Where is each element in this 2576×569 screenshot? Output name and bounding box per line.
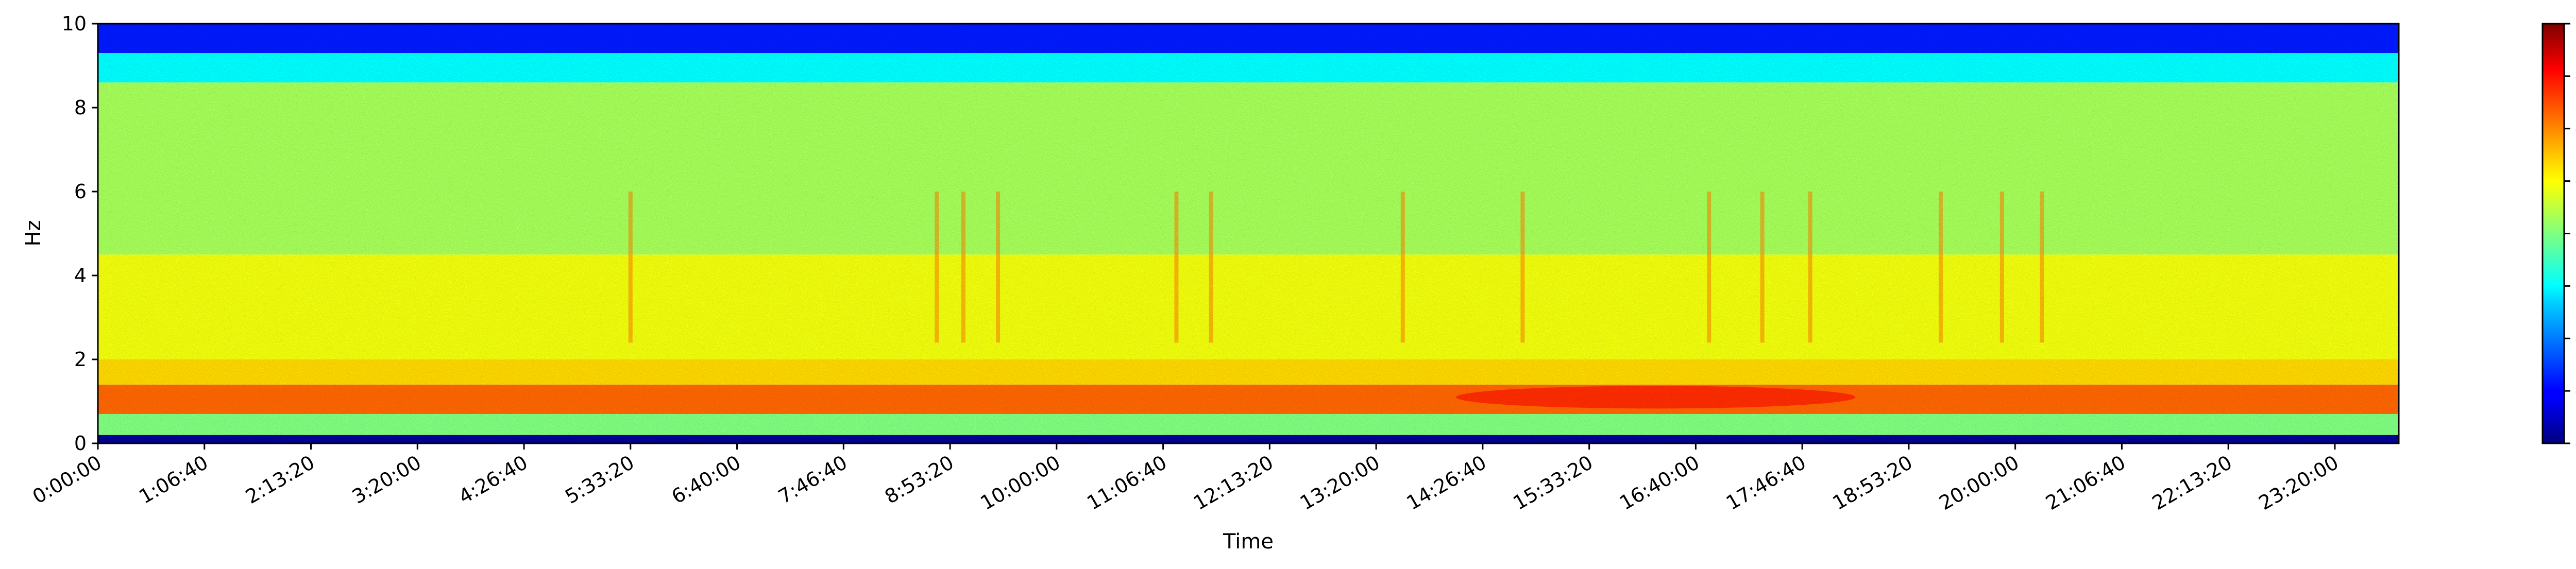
- x-tick-label-21: 23:20:00: [2255, 451, 2343, 514]
- x-tick-label-16: 17:46:40: [1722, 451, 1810, 514]
- x-tick-label-3: 3:20:00: [348, 451, 425, 508]
- x-tick-label-10: 11:06:40: [1083, 451, 1171, 514]
- colorbar-tick-label-5: -50 dB: [2575, 274, 2576, 297]
- x-tick-label-20: 22:13:20: [2148, 451, 2236, 514]
- spectrogram-plot: [98, 24, 2399, 443]
- x-tick-label-14: 15:33:20: [1509, 451, 1597, 514]
- y-tick-label-4: 8: [74, 96, 87, 119]
- x-tick-label-2: 2:13:20: [242, 451, 318, 508]
- x-tick-label-11: 12:13:20: [1190, 451, 1277, 514]
- y-tick-label-0: 0: [74, 432, 87, 455]
- x-tick-label-12: 13:20:00: [1296, 451, 1384, 514]
- y-tick-label-3: 6: [74, 180, 87, 203]
- x-tick-label-15: 16:40:00: [1616, 451, 1703, 514]
- colorbar-tick-label-2: -20 dB: [2575, 117, 2576, 140]
- spectrogram-noise-texture: [98, 24, 2399, 443]
- y-tick-label-1: 2: [74, 348, 87, 371]
- x-tick-label-13: 14:26:40: [1403, 451, 1490, 514]
- colorbar-tick-label-7: -70 dB: [2575, 380, 2576, 402]
- plot-frame: [97, 23, 2400, 444]
- colorbar-tick-label-8: -80 dB: [2575, 432, 2576, 455]
- x-tick-label-5: 5:33:20: [561, 451, 638, 508]
- colorbar-tick-label-4: -40 dB: [2575, 222, 2576, 245]
- colorbar-tick-label-0: +0 dB: [2575, 12, 2576, 35]
- x-axis-label: Time: [1223, 530, 1274, 554]
- colorbar-tick-label-6: -60 dB: [2575, 327, 2576, 350]
- x-tick-label-6: 6:40:00: [668, 451, 744, 508]
- x-tick-label-1: 1:06:40: [135, 451, 212, 508]
- y-axis-label: Hz: [22, 220, 45, 246]
- x-tick-label-7: 7:46:40: [774, 451, 851, 508]
- x-tick-label-19: 21:06:40: [2042, 451, 2129, 514]
- colorbar-tick-label-1: -10 dB: [2575, 65, 2576, 88]
- x-tick-label-9: 10:00:00: [977, 451, 1064, 514]
- y-tick-label-5: 10: [62, 12, 87, 35]
- colorbar-ticks: +0 dB -10 dB -20 dB -30 dB -40 dB -50 dB -60 d…: [2564, 12, 2576, 455]
- y-axis: 0 2 4 6 8 10: [62, 12, 98, 455]
- x-tick-label-8: 8:53:20: [881, 451, 958, 508]
- y-tick-label-2: 4: [74, 264, 87, 287]
- x-tick-label-0: 0:00:00: [29, 451, 106, 508]
- colorbar-tick-label-3: -30 dB: [2575, 170, 2576, 193]
- x-axis: 0:00:00 1:06:40 2:13:20 3:20:00 4:26:40 5:33:…: [29, 443, 2343, 514]
- x-tick-label-17: 18:53:20: [1829, 451, 1917, 514]
- x-tick-label-18: 20:00:00: [1935, 451, 2023, 514]
- x-tick-label-4: 4:26:40: [455, 451, 532, 508]
- colorbar-gradient: [2541, 23, 2565, 444]
- colorbar: +0 dB -10 dB -20 dB -30 dB -40 dB -50 dB -60 d…: [2541, 12, 2576, 455]
